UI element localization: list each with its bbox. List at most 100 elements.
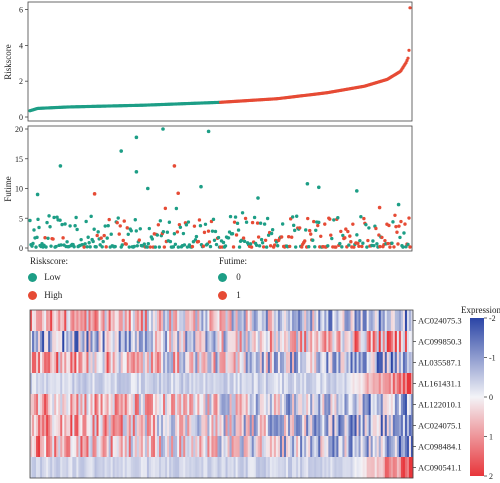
heatmap-cell xyxy=(80,436,83,458)
heatmap-cell xyxy=(229,352,232,374)
heatmap-cell xyxy=(279,436,283,458)
heatmap-cell xyxy=(60,310,63,332)
heatmap-cell xyxy=(88,310,91,332)
heatmap-cell xyxy=(163,415,166,437)
heatmap-cell xyxy=(197,415,200,437)
heatmap-cell xyxy=(358,436,361,458)
heatmap-cell xyxy=(102,457,105,479)
heatmap-cell xyxy=(322,394,325,416)
heatmap-cell xyxy=(154,436,158,458)
heatmap-cell xyxy=(100,457,103,479)
heatmap-cell xyxy=(372,457,376,479)
heatmap-cell xyxy=(68,331,71,353)
heatmap-cell xyxy=(334,457,337,479)
heatmap-cell xyxy=(336,436,339,458)
futime-point xyxy=(338,241,342,246)
heatmap-cell xyxy=(247,436,251,458)
futime-point xyxy=(148,245,153,249)
heatmap-cell xyxy=(46,415,49,437)
heatmap-cell xyxy=(390,457,394,479)
heatmap-cell xyxy=(144,457,148,479)
futime-point xyxy=(194,234,199,239)
heatmap-cell xyxy=(300,310,303,332)
heatmap-cell xyxy=(96,457,99,479)
heatmap-cell xyxy=(80,394,83,416)
heatmap-cell xyxy=(66,457,69,479)
heatmap-cell xyxy=(281,394,285,416)
futime-point xyxy=(156,223,161,227)
heatmap-cell xyxy=(46,310,49,332)
heatmap-cell xyxy=(360,373,363,395)
heatmap-cell xyxy=(36,373,39,395)
futime-point xyxy=(118,224,122,228)
heatmap-cell xyxy=(342,436,345,458)
heatmap-cell xyxy=(328,352,331,374)
heatmap-cell xyxy=(292,373,295,395)
heatmap-cell xyxy=(221,457,224,479)
heatmap-cell xyxy=(203,352,206,374)
heatmap-cell xyxy=(398,457,402,479)
heatmap-cell xyxy=(302,352,305,374)
heatmap-cell xyxy=(211,457,214,479)
futime-point xyxy=(275,244,280,248)
heatmap-cell xyxy=(275,394,279,416)
heatmap-cell xyxy=(251,415,255,437)
heatmap-cell xyxy=(50,415,53,437)
heatmap-cell xyxy=(261,415,265,437)
heatmap-cell xyxy=(32,394,35,416)
heatmap-cell xyxy=(342,457,345,479)
heatmap-cell xyxy=(96,436,99,458)
futime-point xyxy=(34,245,38,249)
futime-tick-label: 5 xyxy=(19,214,23,223)
heatmap-cell xyxy=(82,394,85,416)
futime-point xyxy=(196,239,201,244)
heatmap-cell xyxy=(132,415,136,437)
heatmap-cell xyxy=(60,457,63,479)
heatmap-cell xyxy=(76,352,79,374)
heatmap-cell xyxy=(296,373,299,395)
heatmap-cell xyxy=(116,436,120,458)
heatmap-cell xyxy=(225,331,228,353)
heatmap-cell xyxy=(221,436,224,458)
heatmap-cell xyxy=(316,373,319,395)
futime-point xyxy=(261,245,266,249)
futime-point xyxy=(99,236,103,240)
heatmap-cell xyxy=(374,352,378,374)
heatmap-cell xyxy=(231,457,234,479)
heatmap-cell xyxy=(32,331,35,353)
futime-point xyxy=(85,245,89,249)
heatmap-cell xyxy=(173,457,176,479)
heatmap-cell xyxy=(209,394,212,416)
heatmap-cell xyxy=(187,331,190,353)
heatmap-cell xyxy=(48,394,51,416)
heatmap-cell xyxy=(104,415,107,437)
futime-point xyxy=(366,238,370,243)
heatmap-cell xyxy=(58,436,61,458)
heatmap-cell xyxy=(348,310,351,332)
heatmap-cell xyxy=(372,310,376,332)
heatmap-cell xyxy=(308,457,311,479)
heatmap-cell xyxy=(239,457,243,479)
heatmap-cell xyxy=(324,436,327,458)
heatmap-cell xyxy=(306,352,309,374)
heatmap-cell xyxy=(320,310,323,332)
heatmap-cell xyxy=(116,394,120,416)
futime-point xyxy=(309,232,313,236)
heatmap-cell xyxy=(217,310,220,332)
heatmap-cell xyxy=(332,352,335,374)
heatmap-cell xyxy=(233,331,236,353)
heatmap-cell xyxy=(84,436,87,458)
heatmap-cell xyxy=(263,415,267,437)
heatmap-cell xyxy=(334,310,337,332)
heatmap-cell xyxy=(406,352,410,374)
futime-point xyxy=(207,240,212,244)
heatmap-cell xyxy=(163,352,166,374)
heatmap-cell xyxy=(390,331,394,353)
heatmap-cell xyxy=(332,394,335,416)
heatmap-cell xyxy=(209,415,212,437)
heatmap-cell xyxy=(72,373,75,395)
heatmap-cell xyxy=(142,436,146,458)
heatmap-cell xyxy=(112,373,116,395)
heatmap-cell xyxy=(344,394,347,416)
heatmap-cell xyxy=(152,457,156,479)
